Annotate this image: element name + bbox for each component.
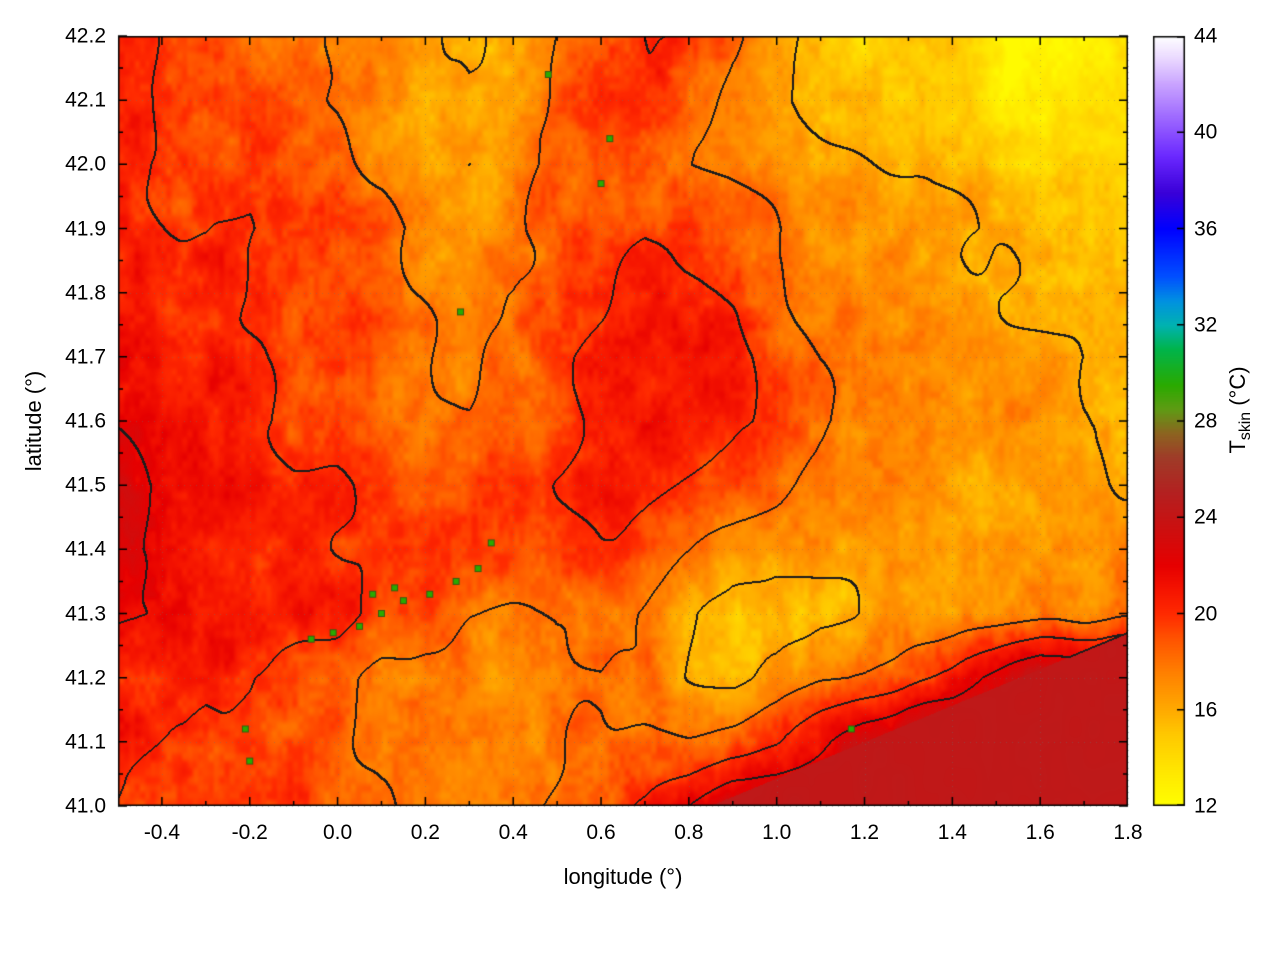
x-tick-label: 1.0 [762,821,792,844]
x-tick-label: 1.2 [849,821,880,844]
y-tick-label: 41.8 [65,281,106,305]
x-tick-label: -0.4 [143,821,180,844]
y-tick-label: 42.1 [65,88,106,112]
x-tick-label: 0.4 [498,821,528,844]
colorbar-tick-label: 36 [1194,217,1218,240]
x-axis-label: longitude (°) [563,864,683,889]
y-tick-label: 42.0 [65,152,106,176]
y-tick-label: 41.9 [65,217,106,240]
y-tick-label: 42.2 [65,24,106,48]
colorbar-tick-label: 12 [1194,794,1218,818]
x-tick-label: 1.8 [1113,821,1143,844]
y-tick-label: 41.4 [65,537,106,561]
y-tick-label: 41.6 [65,409,106,433]
x-tick-label: -0.2 [231,821,268,844]
colorbar-tick-label: 44 [1194,24,1218,48]
x-tick-label: 0.2 [410,821,440,844]
y-tick-label: 41.1 [65,730,106,754]
y-tick-label: 41.7 [65,345,106,369]
x-tick-label: 0.8 [674,821,704,844]
colorbar-tick-label: 40 [1194,120,1218,144]
y-tick-label: 41.5 [65,473,106,497]
colorbar-label: Tskin (°C) [1225,366,1255,453]
colorbar-tick-label: 16 [1194,698,1218,722]
colorbar-label-subscript: skin [1237,411,1255,441]
y-tick-label: 41.0 [65,794,106,818]
colorbar-tick-label: 32 [1194,313,1218,337]
colorbar-label-prefix: T [1224,440,1250,454]
colorbar-tick-label: 20 [1194,602,1218,625]
x-tick-label: 1.4 [937,821,967,844]
colorbar-label-suffix: (°C) [1224,366,1250,412]
x-tick-label: 0.0 [322,821,353,844]
x-tick-label: 1.6 [1025,821,1055,844]
colorbar-tick-label: 24 [1194,505,1218,529]
colorbar-tick-label: 28 [1194,409,1218,433]
x-tick-label: 0.6 [586,821,616,844]
y-tick-label: 41.3 [65,602,106,625]
y-tick-label: 41.2 [65,666,106,690]
